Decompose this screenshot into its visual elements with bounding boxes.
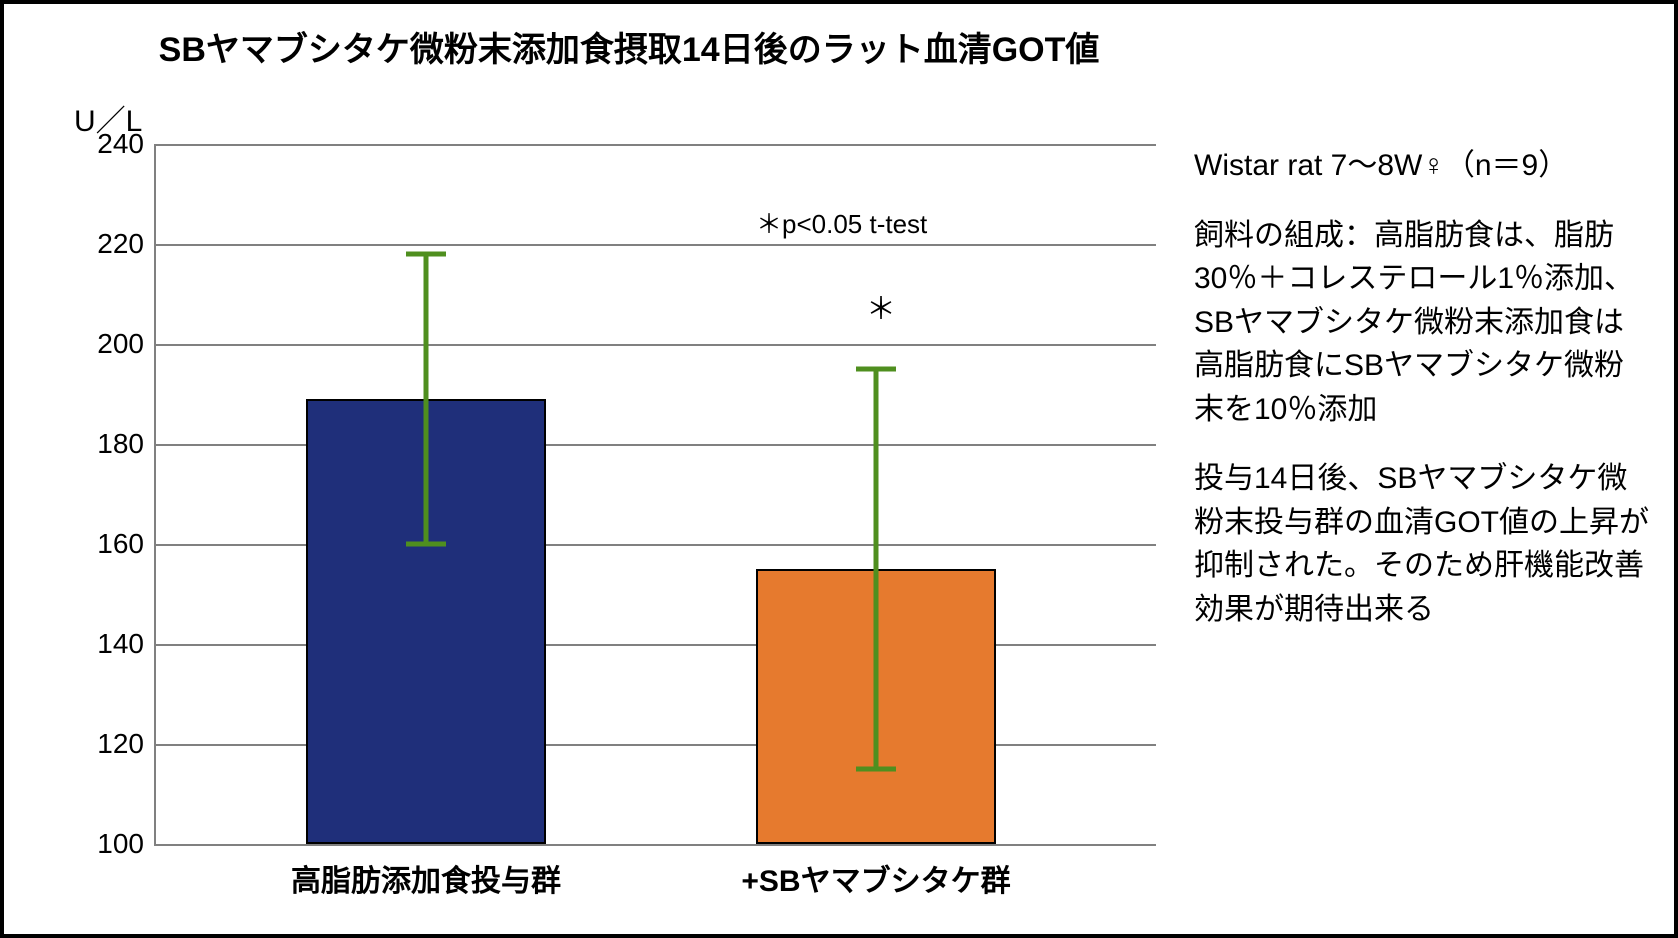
y-tick-label: 160 [97,528,144,560]
error-bar-cap [406,542,446,547]
gridline [156,244,1156,246]
error-bar [424,254,429,544]
y-tick-label: 100 [97,828,144,860]
x-category-label: 高脂肪添加食投与群 [291,856,561,900]
y-tick-label: 240 [97,128,144,160]
side-para-3: 投与14日後、SBヤマブシタケ微粉末投与群の血清GOT値の上昇が抑制された。その… [1194,457,1654,631]
y-tick-label: 200 [97,328,144,360]
significance-marker: ＊ [866,284,896,328]
side-description: Wistar rat 7～8W♀（n＝9） 飼料の組成：高脂肪食は、脂肪30％＋… [1194,144,1654,657]
x-category-label: +SBヤマブシタケ群 [741,856,1010,900]
figure-frame: SBヤマブシタケ微粉末添加食摂取14日後のラット血清GOT値 U／L 10012… [0,0,1678,938]
gridline [156,344,1156,346]
y-tick-label: 120 [97,728,144,760]
gridline [156,144,1156,146]
side-para-1: Wistar rat 7～8W♀（n＝9） [1194,144,1654,188]
y-tick-label: 180 [97,428,144,460]
y-tick-label: 220 [97,228,144,260]
error-bar-cap [856,767,896,772]
error-bar-cap [406,252,446,257]
error-bar-cap [856,367,896,372]
side-para-2: 飼料の組成：高脂肪食は、脂肪30％＋コレステロール1％添加、SBヤマブシタケ微粉… [1194,214,1654,432]
error-bar [874,369,879,769]
y-tick-label: 140 [97,628,144,660]
plot-area: 100120140160180200220240高脂肪添加食投与群+SBヤマブシ… [154,144,1156,846]
chart-title: SBヤマブシタケ微粉末添加食摂取14日後のラット血清GOT値 [4,22,1254,71]
significance-note: ＊p<0.05 t-test [756,204,927,241]
